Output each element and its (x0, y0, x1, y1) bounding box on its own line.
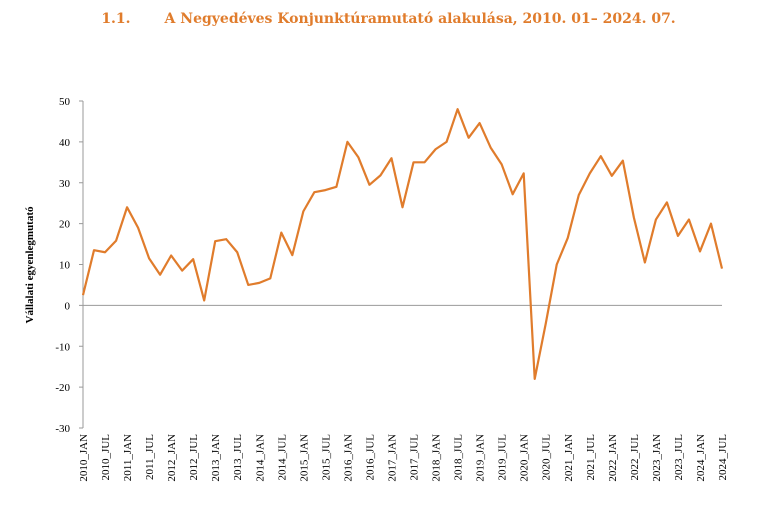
x-tick-label: 2010_JAN (78, 434, 90, 482)
x-tick-label: 2022_JUL (629, 434, 641, 481)
x-tick-label: 2015_JUL (320, 434, 332, 481)
y-tick-label: 30 (59, 178, 71, 190)
chart-title: 1.1. A Negyedéves Konjunktúramutató alaku… (0, 11, 777, 27)
y-tick-label: 10 (59, 260, 71, 272)
x-tick-label: 2010_JUL (100, 434, 112, 481)
x-tick-label: 2018_JUL (453, 434, 465, 481)
x-tick-label: 2021_JUL (585, 434, 597, 481)
x-tick-label: 2020_JUL (541, 434, 553, 481)
title-text: A Negyedéves Konjunktúramutató alakulása… (164, 11, 676, 27)
x-tick-label: 2015_JAN (298, 434, 310, 482)
y-axis-label: Vállalati egyenlegmutató (24, 206, 36, 324)
x-tick-label: 2012_JAN (166, 434, 178, 482)
x-tick-label: 2023_JAN (651, 434, 663, 482)
x-tick-label: 2024_JUL (717, 434, 729, 481)
x-tick-labels: 2010_JAN 2010_JUL 2011_JAN 2011_JUL 2012_JAN… (78, 434, 729, 482)
x-tick-label: 2018_JAN (431, 434, 443, 482)
x-tick-label: 2021_JAN (563, 434, 575, 482)
title-number: 1.1. (101, 11, 131, 27)
series (81, 108, 724, 381)
y-tick-label: -20 (55, 382, 70, 394)
x-tick-label: 2013_JAN (210, 434, 222, 482)
x-tick-label: 2017_JAN (386, 434, 398, 482)
x-tick-label: 2011_JAN (122, 434, 134, 481)
y-tick-label: 50 (59, 96, 71, 108)
series-line (81, 108, 724, 381)
y-tick-label: 20 (59, 219, 71, 231)
x-tick-label: 2019_JUL (497, 434, 509, 481)
x-tick-label: 2017_JUL (409, 434, 421, 481)
x-tick-label: 2014_JUL (276, 434, 288, 481)
x-tick-label: 2013_JUL (232, 434, 244, 481)
x-tick-label: 2019_JAN (475, 434, 487, 482)
x-tick-label: 2012_JUL (188, 434, 200, 481)
x-tick-label: 2014_JAN (254, 434, 266, 482)
y-tick-labels: 50 40 30 20 10 0 -10 -20 -30 (55, 96, 70, 435)
x-tick-label: 2016_JUL (364, 434, 376, 481)
x-tick-label: 2023_JUL (673, 434, 685, 481)
x-tick-label: 2020_JAN (519, 434, 531, 482)
y-tick-label: -10 (55, 341, 70, 353)
y-tick-label: 0 (65, 300, 71, 312)
x-tick-label: 2011_JUL (144, 434, 156, 480)
x-tick-label: 2022_JAN (607, 434, 619, 482)
axes (79, 100, 722, 429)
y-tick-label: -30 (55, 423, 70, 435)
x-tick-label: 2024_JAN (695, 434, 707, 482)
x-tick-label: 2016_JAN (342, 434, 354, 482)
y-tick-label: 40 (59, 137, 71, 149)
